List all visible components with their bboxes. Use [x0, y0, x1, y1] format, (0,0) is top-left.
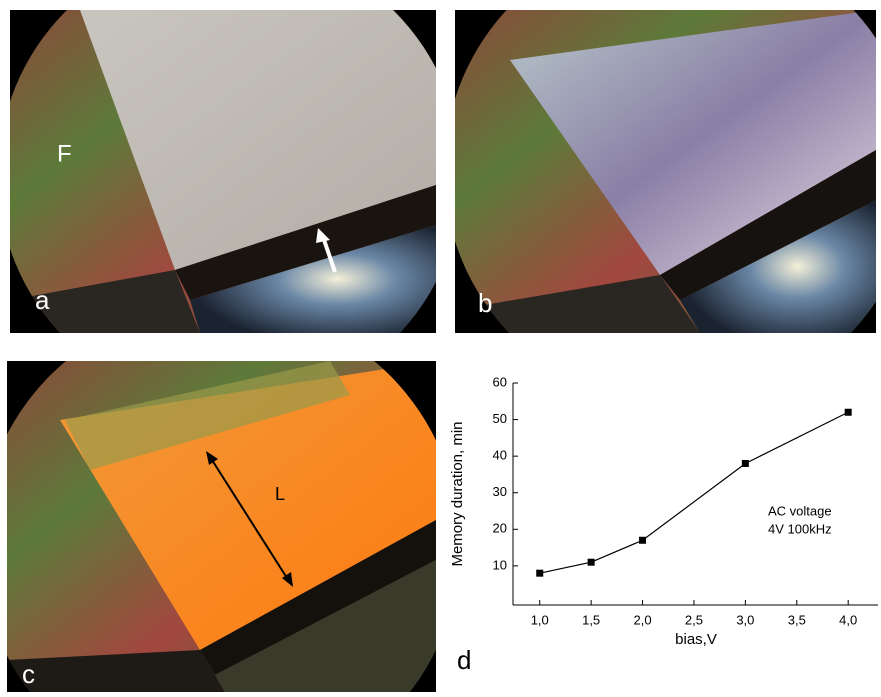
y-tick-label: 50	[493, 411, 507, 426]
y-tick-label: 10	[493, 557, 507, 572]
x-axis-label: bias,V	[675, 631, 717, 648]
y-axis-label: Memory duration, min	[449, 421, 466, 566]
panel-label: c	[22, 659, 35, 689]
annotation: AC voltage	[768, 503, 832, 518]
line	[540, 412, 848, 573]
x-tick-label: 3,5	[788, 612, 806, 627]
x-tick-label: 1,0	[531, 612, 549, 627]
x-tick-label: 2,5	[685, 612, 703, 627]
x-tick-label: 1,5	[582, 612, 600, 627]
annotation: F	[57, 140, 72, 167]
x-tick-label: 2,0	[634, 612, 652, 627]
y-tick-label: 20	[493, 521, 507, 536]
marker	[639, 537, 646, 544]
photo-a	[10, 10, 436, 333]
panel-label: a	[35, 285, 50, 315]
y-tick-label: 60	[493, 374, 507, 389]
photo-b	[455, 10, 876, 333]
panel-label: b	[478, 288, 492, 318]
page: {"panels": [{"label": "a", "annotation":…	[0, 0, 881, 697]
y-tick-label: 40	[493, 448, 507, 463]
chart: 10 20 30 40 50 60 1,0 1,5 2,0 2,5 3,0 3,5 4,0	[493, 374, 878, 627]
x-tick-label: 3,0	[736, 612, 754, 627]
annotation: L	[275, 484, 285, 504]
marker	[536, 570, 543, 577]
marker	[588, 559, 595, 566]
marker	[845, 409, 852, 416]
photo-c	[7, 361, 436, 692]
figure: F a b L c 10 20 30 40 50 60 1,0 1,5 2,0 2,5 3,0 3,5…	[0, 0, 881, 697]
y-tick-label: 30	[493, 484, 507, 499]
panel-label: d	[457, 645, 471, 675]
marker	[742, 460, 749, 467]
x-tick-label: 4,0	[839, 612, 857, 627]
annotation: 4V 100kHz	[768, 521, 832, 536]
